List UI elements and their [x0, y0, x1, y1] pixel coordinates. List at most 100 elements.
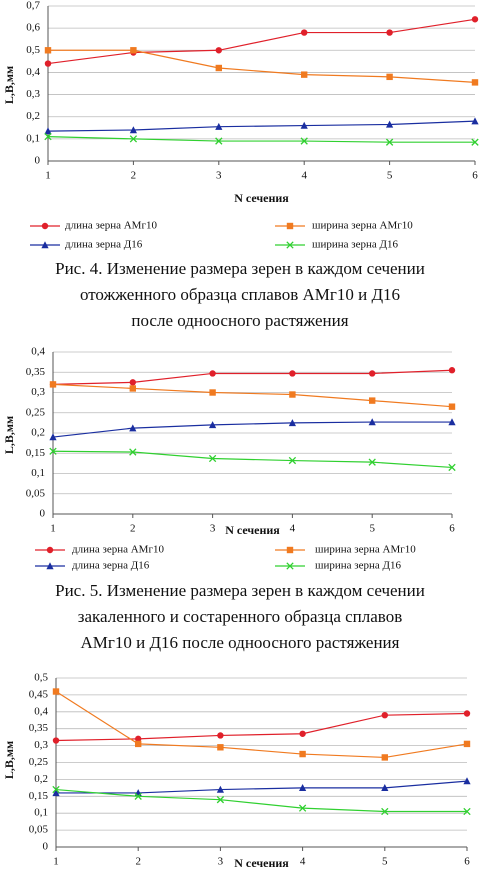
series-line	[47, 18, 476, 65]
marker	[216, 785, 224, 793]
y-tick-label: 0,1	[31, 467, 45, 479]
marker	[52, 688, 60, 695]
marker	[209, 421, 217, 429]
legend-label: длина зерна Д16	[65, 239, 143, 251]
marker	[369, 370, 376, 377]
marker	[471, 117, 479, 125]
marker	[129, 135, 138, 143]
marker	[46, 562, 54, 570]
caption: Рис. 4. Изменение размера зерен в каждом…	[55, 259, 425, 278]
y-tick-label: 0	[40, 508, 46, 520]
marker	[52, 789, 60, 797]
marker	[301, 29, 308, 36]
y-tick-label: 0,4	[31, 346, 45, 358]
x-tick-label: 4	[290, 523, 296, 535]
legend-label: ширина зерна АМг10	[312, 220, 413, 232]
marker	[286, 562, 294, 570]
legend-label: ширина зерна АМг10	[315, 544, 416, 556]
series-line	[52, 369, 453, 385]
marker	[368, 418, 376, 426]
x-tick-label: 2	[130, 523, 136, 535]
series-line	[56, 780, 468, 794]
x-tick-label: 5	[382, 856, 388, 868]
marker	[135, 735, 142, 743]
x-tick-label: 3	[218, 856, 224, 868]
x-axis-label: N сечения	[225, 523, 280, 537]
marker	[49, 433, 57, 441]
legend-label: ширина зерна Д16	[312, 239, 399, 251]
marker	[288, 456, 297, 465]
marker	[215, 122, 223, 130]
marker	[217, 744, 224, 751]
caption: закаленного и состаренного образца сплав…	[78, 607, 402, 626]
series-line	[47, 136, 475, 143]
series-line	[48, 49, 476, 83]
marker	[129, 379, 136, 386]
y-axis-label: L,B,мм	[2, 66, 16, 104]
y-tick-label: 0,3	[31, 386, 45, 398]
marker	[381, 807, 389, 816]
series-line	[55, 712, 468, 742]
marker	[448, 367, 456, 374]
marker	[471, 79, 479, 86]
x-tick-label: 4	[300, 856, 306, 868]
marker	[215, 47, 222, 54]
marker	[471, 138, 479, 146]
y-tick-label: 0,3	[26, 88, 40, 100]
marker	[448, 403, 456, 410]
marker	[52, 737, 60, 744]
legend-label: длина зерна АМг10	[72, 544, 164, 556]
caption: Рис. 5. Изменение размера зерен в каждом…	[55, 581, 425, 600]
y-tick-label: 0,35	[26, 366, 46, 378]
marker	[448, 418, 456, 426]
marker	[49, 381, 57, 388]
marker	[381, 784, 389, 792]
marker	[44, 47, 52, 54]
marker	[381, 754, 388, 761]
series-line	[52, 383, 453, 408]
x-axis-label: N сечения	[234, 856, 289, 870]
marker	[129, 385, 136, 392]
y-tick-label: 0,25	[29, 756, 49, 768]
x-tick-label: 3	[216, 170, 222, 182]
marker	[41, 241, 49, 249]
series-line	[55, 691, 468, 759]
series-line	[52, 450, 453, 469]
marker	[386, 29, 393, 36]
y-tick-label: 0,35	[29, 722, 49, 734]
series-line	[52, 421, 452, 438]
marker	[369, 397, 376, 404]
marker	[463, 807, 471, 816]
marker	[129, 424, 137, 432]
caption: отожженного образца сплавов АМг10 и Д16	[80, 285, 400, 304]
marker	[381, 711, 388, 719]
marker	[368, 458, 376, 466]
marker	[134, 792, 142, 800]
marker	[215, 137, 223, 145]
marker	[216, 796, 225, 804]
marker	[129, 448, 137, 456]
series-line	[55, 788, 467, 813]
marker	[386, 120, 394, 128]
marker	[208, 454, 217, 463]
marker	[129, 126, 137, 134]
x-tick-label: 4	[301, 170, 307, 182]
y-tick-label: 0,5	[34, 672, 48, 684]
y-tick-label: 0,7	[26, 0, 40, 12]
marker	[215, 64, 222, 72]
y-tick-label: 0,3	[34, 739, 48, 751]
y-tick-label: 0,1	[26, 132, 40, 144]
y-tick-label: 0,25	[26, 406, 46, 418]
marker	[299, 730, 306, 737]
marker	[44, 60, 52, 67]
marker	[463, 710, 471, 717]
marker	[386, 73, 393, 81]
marker	[41, 222, 49, 230]
x-tick-label: 1	[50, 523, 56, 535]
legend-label: длина зерна АМг10	[65, 220, 157, 232]
y-tick-label: 0,15	[26, 447, 46, 459]
x-tick-label: 1	[45, 170, 51, 182]
y-tick-label: 0,4	[26, 66, 40, 78]
marker	[289, 391, 296, 398]
